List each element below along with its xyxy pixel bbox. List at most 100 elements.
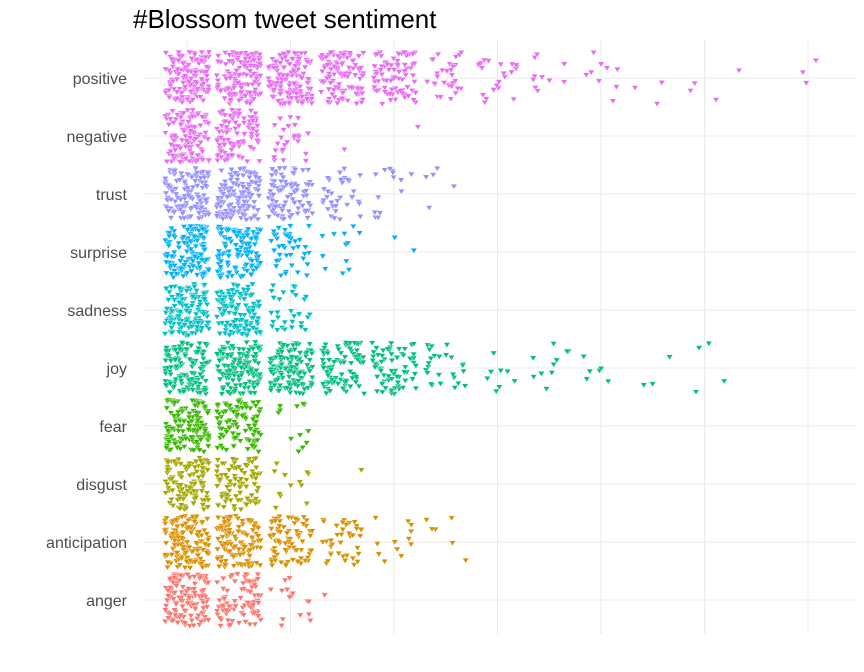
data-point [214,84,222,90]
data-point [325,357,333,364]
data-point [219,603,227,609]
data-point [180,419,188,425]
data-point [163,597,171,604]
data-point [277,623,286,629]
data-point [245,456,253,463]
data-point [812,58,820,64]
data-point [597,61,605,68]
data-point [183,539,191,546]
data-point [168,325,176,331]
data-point [461,383,469,390]
data-point [171,538,179,544]
data-point [184,518,192,524]
data-point [373,88,381,95]
data-point [303,501,311,507]
data-point [273,327,281,334]
data-point [222,402,230,408]
data-point [294,559,302,565]
data-point [174,620,182,626]
data-point [217,154,225,161]
data-point [257,537,265,544]
data-point [339,90,347,96]
data-point [266,533,274,540]
data-point [223,211,231,217]
data-point [279,243,287,250]
data-point [252,180,260,187]
data-point [296,199,304,206]
data-point [240,199,248,206]
data-point [186,565,194,572]
data-point [328,377,336,383]
data-point [201,428,209,434]
data-point [187,214,195,220]
data-point [288,289,297,296]
data-point [370,349,378,356]
data-point [530,374,538,381]
data-point [189,107,197,114]
data-point [165,68,173,74]
data-point [167,197,175,203]
data-point [560,61,568,68]
data-point [378,359,386,365]
data-point [175,53,183,59]
data-point [356,172,364,179]
data-point [278,76,286,83]
data-point [253,129,261,135]
data-point [184,119,192,126]
data-point [301,327,309,334]
data-point [242,477,250,484]
data-point [333,523,341,529]
data-point [250,90,259,96]
data-point [334,381,342,388]
data-point [533,52,541,58]
data-point [308,375,316,381]
data-point [372,515,380,522]
data-point [249,315,257,322]
data-point [409,73,417,79]
data-point [276,408,284,414]
data-point [283,530,291,537]
data-point [187,76,195,82]
data-point [279,290,287,296]
data-point [385,67,393,74]
data-point [254,216,262,223]
data-point [250,312,258,318]
data-point [191,464,199,471]
data-point [227,497,235,504]
data-point [368,340,376,347]
data-point [216,306,224,313]
data-point [280,165,289,172]
data-point [227,329,235,335]
data-point [170,575,178,582]
data-point [253,138,261,144]
data-point [249,308,257,314]
data-point [401,346,409,353]
data-point [217,135,225,141]
data-point [653,101,661,108]
data-point [327,552,335,558]
data-point [358,100,366,106]
data-point [249,400,257,406]
data-point [243,496,251,502]
data-point [304,131,312,137]
data-point [168,56,176,63]
data-point [359,73,367,79]
data-point [165,233,173,240]
data-point [205,433,213,439]
data-point [294,532,302,539]
data-point [189,294,197,300]
data-point [168,253,176,260]
data-point [222,61,230,68]
data-point [204,136,212,143]
data-point [328,91,336,98]
data-point [239,173,247,179]
data-point [221,472,229,479]
data-point [202,183,210,190]
data-point [272,263,280,270]
data-point [375,551,383,558]
data-point [180,608,188,614]
data-point [161,130,169,137]
data-point [381,89,389,96]
data-point [176,206,184,213]
data-point [180,240,188,247]
